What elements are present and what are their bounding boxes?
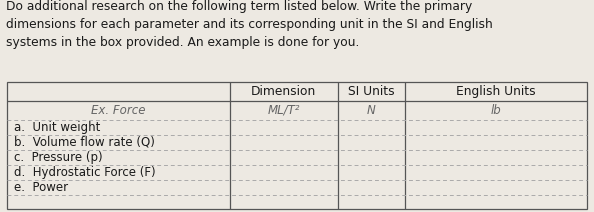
Text: c.  Pressure (p): c. Pressure (p) [14, 151, 103, 164]
Text: Do additional research on the following term listed below. Write the primary
dim: Do additional research on the following … [6, 0, 492, 49]
Text: a.  Unit weight: a. Unit weight [14, 121, 100, 134]
Text: ML/T²: ML/T² [268, 104, 300, 117]
Text: Ex. Force: Ex. Force [91, 104, 146, 117]
Text: N: N [367, 104, 376, 117]
Text: SI Units: SI Units [348, 85, 395, 98]
Text: d.  Hydrostatic Force (F): d. Hydrostatic Force (F) [14, 166, 156, 179]
Text: b.  Volume flow rate (Q): b. Volume flow rate (Q) [14, 136, 155, 149]
Text: Dimension: Dimension [251, 85, 317, 98]
Text: lb: lb [491, 104, 501, 117]
Text: English Units: English Units [456, 85, 536, 98]
Text: e.  Power: e. Power [14, 181, 68, 194]
